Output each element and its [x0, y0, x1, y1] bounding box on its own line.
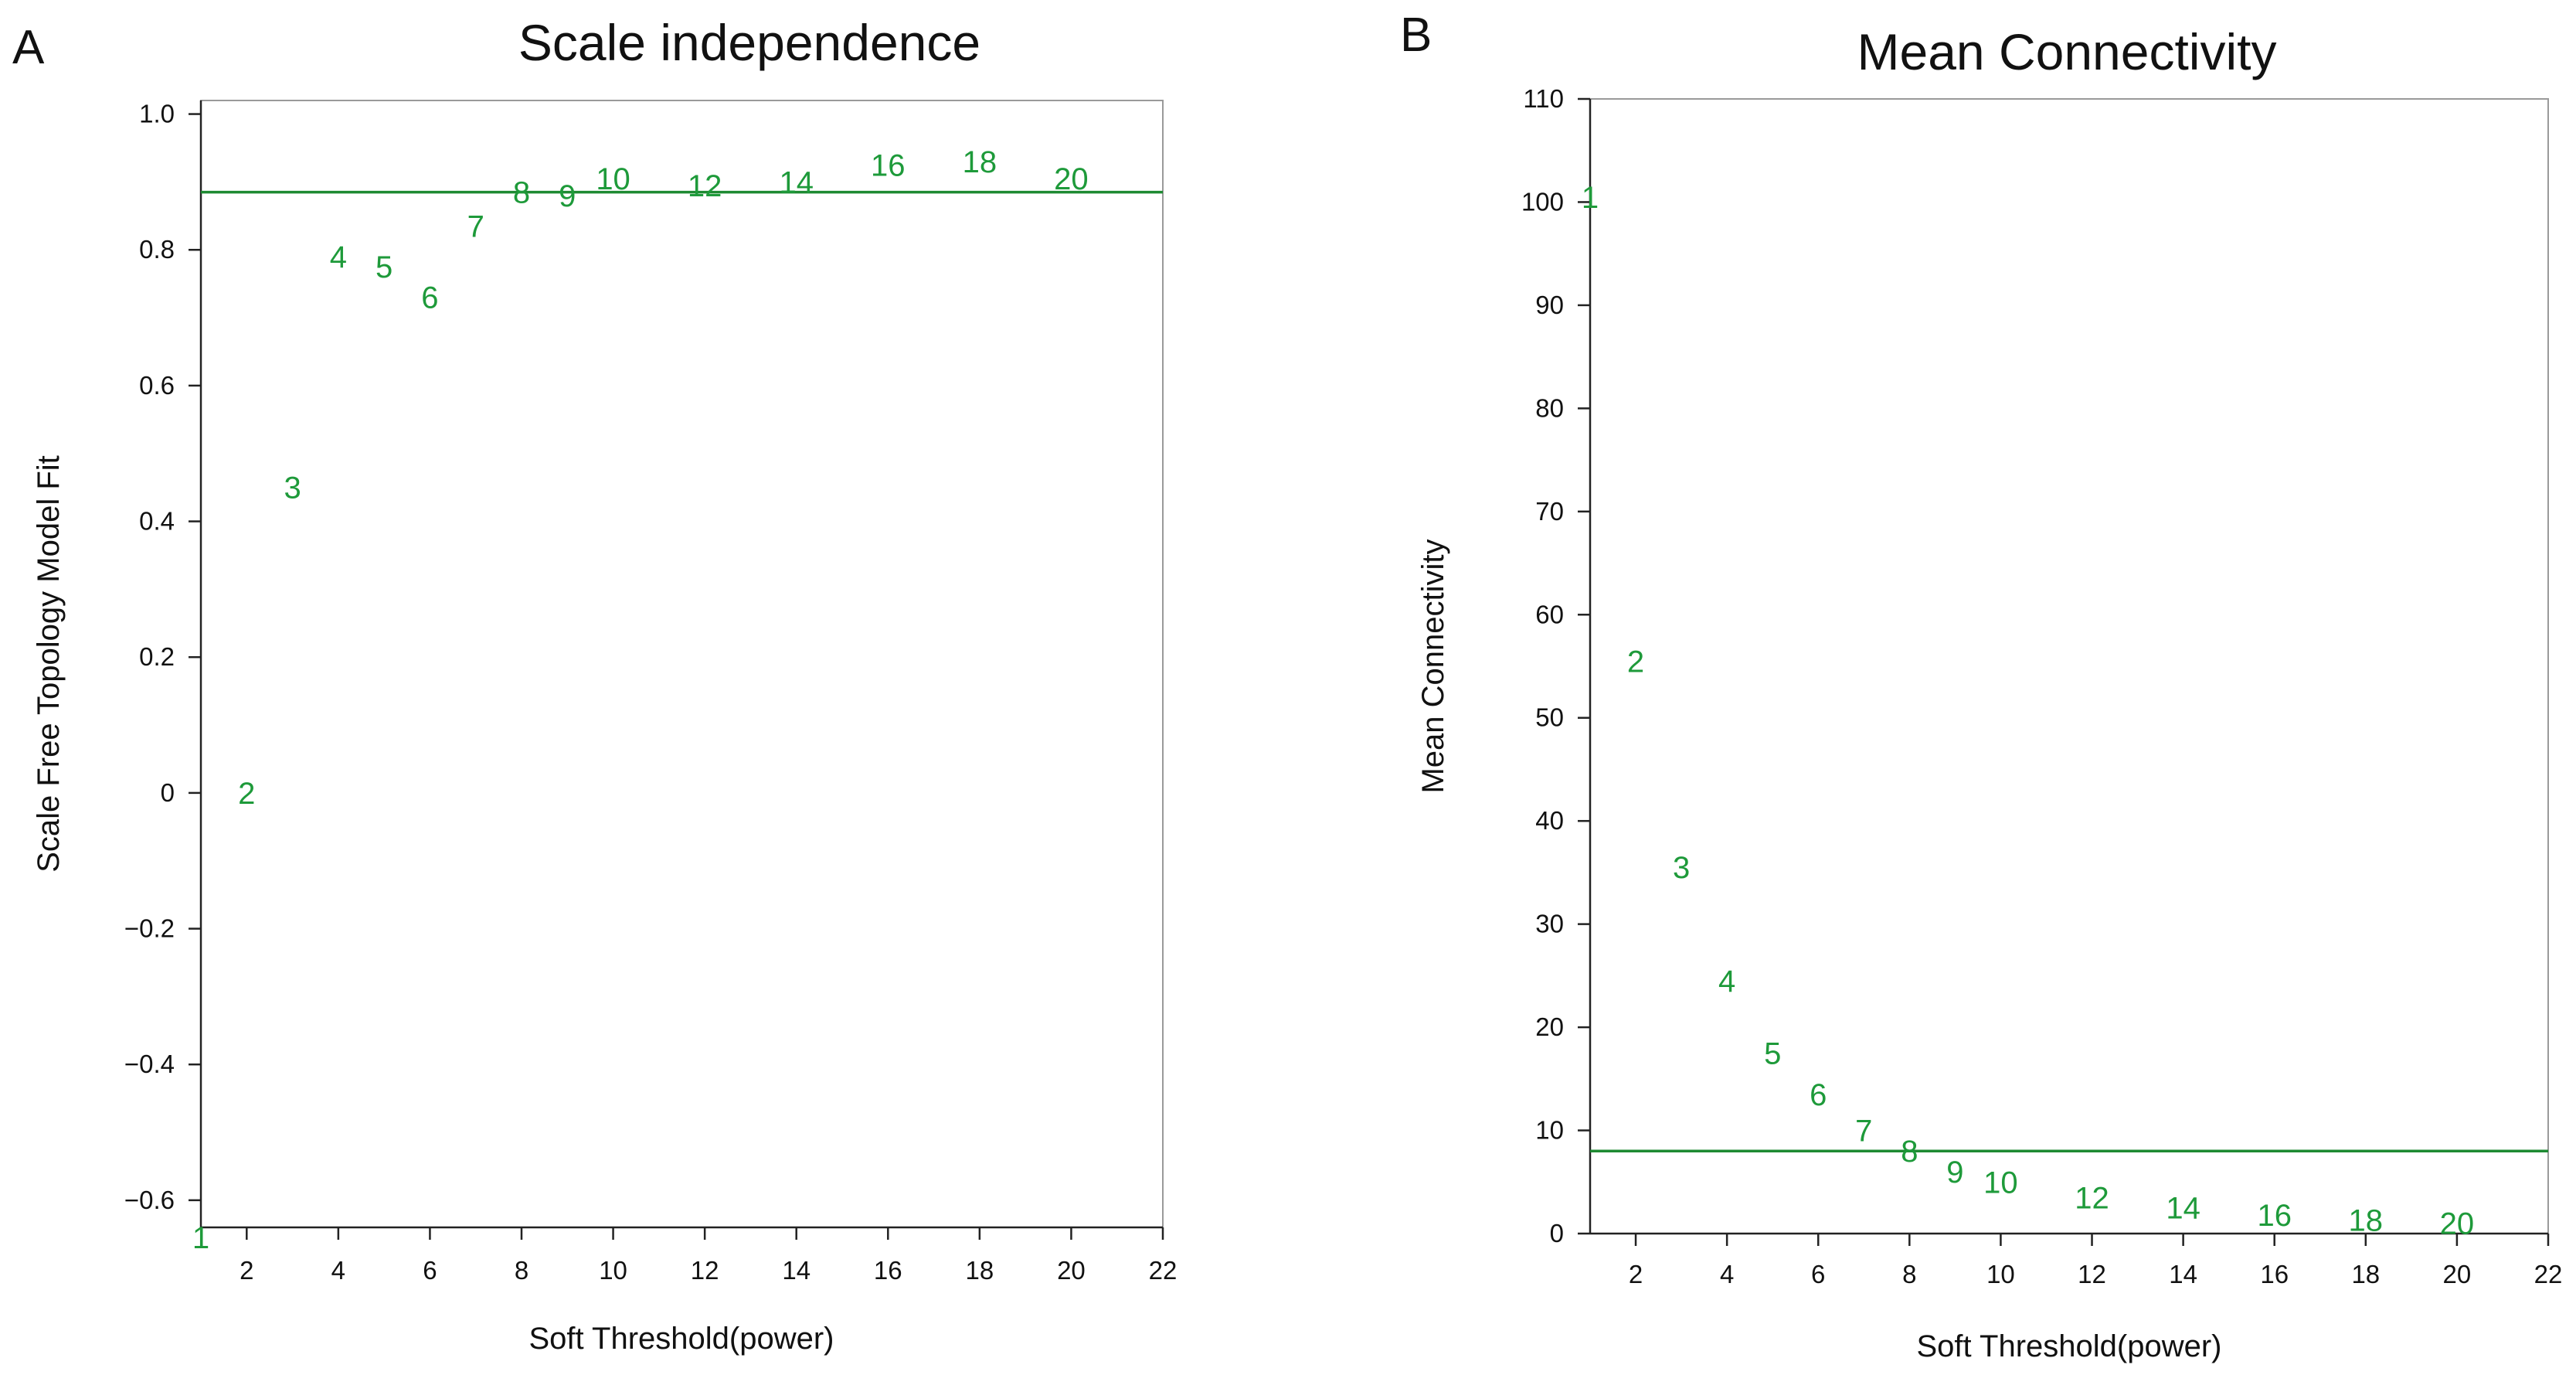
data-point-b: 18 — [2349, 1204, 2384, 1238]
x-ticks-b: 2 4 6 8 10 12 14 16 18 20 22 — [1629, 1234, 2562, 1288]
x-tick-label-b: 2 — [1629, 1260, 1643, 1288]
data-point-b: 7 — [1855, 1115, 1872, 1149]
y-tick-label-b: 70 — [1535, 497, 1564, 526]
x-tick-label-a: 12 — [691, 1256, 719, 1285]
x-tick-label-b: 18 — [2351, 1260, 2380, 1288]
x-tick-label-a: 18 — [965, 1256, 994, 1285]
x-tick-label-b: 10 — [1986, 1260, 2015, 1288]
x-tick-label-a: 6 — [423, 1256, 437, 1285]
y-tick-label-b: 0 — [1550, 1219, 1564, 1247]
y-tick-label-b: 100 — [1521, 187, 1564, 216]
y-tick-label-b: 30 — [1535, 910, 1564, 938]
data-point-b: 20 — [2440, 1207, 2475, 1241]
x-tick-label-b: 20 — [2443, 1260, 2472, 1288]
data-point-b: 8 — [1901, 1135, 1918, 1169]
data-point-b: 16 — [2257, 1199, 2292, 1233]
y-tick-label-b: 60 — [1535, 600, 1564, 628]
data-point-b: 5 — [1764, 1036, 1781, 1070]
data-point-a: 3 — [284, 471, 301, 505]
x-tick-label-a: 2 — [240, 1256, 253, 1285]
x-tick-label-a: 4 — [331, 1256, 345, 1285]
data-point-a: 6 — [421, 281, 438, 315]
data-point-b: 1 — [1582, 181, 1599, 215]
y-tick-label-b: 40 — [1535, 806, 1564, 835]
data-point-a: 7 — [467, 209, 484, 243]
y-tick-label-b: 10 — [1535, 1116, 1564, 1145]
data-point-a: 5 — [376, 250, 393, 284]
data-point-b: 12 — [2075, 1181, 2109, 1215]
data-point-b: 2 — [1627, 645, 1644, 679]
x-tick-label-b: 8 — [1902, 1260, 1916, 1288]
data-point-a: 8 — [513, 176, 530, 210]
y-tick-label-b: 50 — [1535, 703, 1564, 732]
x-tick-label-b: 6 — [1811, 1260, 1825, 1288]
panel-label-b: B — [1400, 9, 1432, 62]
chart-title-a: Scale independence — [518, 14, 980, 71]
data-point-a: 10 — [596, 162, 630, 196]
y-tick-label-a: 1.0 — [139, 100, 175, 128]
x-tick-label-b: 14 — [2169, 1260, 2197, 1288]
data-point-b: 14 — [2166, 1192, 2200, 1226]
y-ticks-a: −0.6 −0.4 −0.2 0 0.2 0.4 0.6 0.8 1.0 — [124, 100, 201, 1214]
data-point-a: 9 — [559, 179, 576, 213]
data-point-a: 2 — [238, 777, 255, 811]
y-tick-label-b: 90 — [1535, 291, 1564, 319]
data-point-a: 12 — [688, 169, 722, 203]
data-point-b: 6 — [1810, 1078, 1827, 1112]
data-point-a: 16 — [871, 148, 906, 182]
y-tick-label-a: 0.4 — [139, 507, 175, 536]
y-axis-label-b: Mean Connectivity — [1416, 539, 1450, 793]
x-tick-label-a: 22 — [1149, 1256, 1178, 1285]
data-point-a: 1 — [192, 1221, 209, 1255]
y-tick-label-b: 80 — [1535, 393, 1564, 422]
panel-scale-independence: A Scale independence −0.6 −0.4 −0.2 0 0.2 0.4… — [12, 14, 1177, 1356]
data-point-a: 18 — [963, 145, 997, 179]
data-point-b: 10 — [1983, 1166, 2018, 1200]
x-tick-label-b: 16 — [2260, 1260, 2289, 1288]
data-point-b: 9 — [1946, 1155, 1963, 1190]
y-tick-label-a: −0.4 — [124, 1050, 175, 1078]
y-tick-label-a: 0 — [161, 778, 175, 807]
y-axis-label-a: Scale Free Topology Model Fit — [32, 455, 66, 873]
y-ticks-b: 0 10 20 30 40 50 60 70 80 90 100 110 — [1521, 84, 1590, 1247]
x-ticks-a: 2 4 6 8 10 12 14 16 18 20 22 — [240, 1227, 1177, 1285]
plot-frame-b — [1589, 98, 2549, 1234]
panel-label-a: A — [12, 21, 45, 74]
y-tick-label-a: 0.2 — [139, 642, 175, 671]
x-axis-label-b: Soft Threshold(power) — [1917, 1329, 2222, 1363]
data-point-a: 14 — [779, 165, 814, 199]
x-tick-label-b: 4 — [1720, 1260, 1734, 1288]
x-tick-label-a: 10 — [599, 1256, 627, 1285]
y-tick-label-b: 20 — [1535, 1013, 1564, 1041]
x-axis-label-a: Soft Threshold(power) — [529, 1322, 834, 1356]
x-tick-label-a: 8 — [515, 1256, 528, 1285]
panel-mean-connectivity: B Mean Connectivity 0 10 20 30 40 50 60 70 80 90 1… — [1400, 9, 2562, 1363]
y-tick-label-a: −0.2 — [124, 914, 175, 943]
x-tick-label-a: 20 — [1057, 1256, 1086, 1285]
x-tick-label-a: 14 — [782, 1256, 811, 1285]
y-tick-label-a: −0.6 — [124, 1186, 175, 1214]
data-point-b: 3 — [1673, 851, 1690, 885]
y-tick-label-a: 0.8 — [139, 235, 175, 264]
data-point-b: 4 — [1718, 965, 1735, 999]
x-tick-label-b: 12 — [2078, 1260, 2106, 1288]
y-tick-label-b: 110 — [1523, 84, 1564, 113]
chart-title-b: Mean Connectivity — [1857, 23, 2277, 80]
x-tick-label-b: 22 — [2534, 1260, 2563, 1288]
data-point-a: 20 — [1054, 162, 1089, 196]
x-tick-label-a: 16 — [874, 1256, 902, 1285]
data-point-a: 4 — [330, 240, 347, 274]
y-tick-label-a: 0.6 — [139, 371, 175, 400]
